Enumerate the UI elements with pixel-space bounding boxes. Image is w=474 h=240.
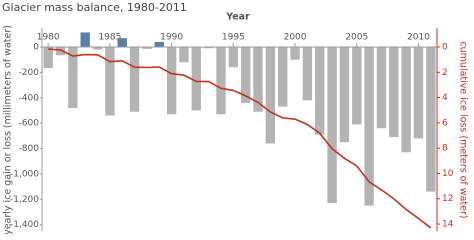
bar — [179, 47, 189, 63]
bar — [216, 47, 226, 115]
y-tick-label: -400 — [19, 93, 40, 103]
bar — [265, 47, 276, 144]
bar — [142, 47, 152, 49]
bar — [191, 47, 201, 111]
bar — [55, 47, 66, 56]
bar — [154, 41, 164, 48]
bar — [352, 47, 362, 125]
bar — [426, 47, 436, 192]
bar — [339, 47, 350, 143]
bar — [290, 47, 300, 60]
y2-tick-label: 14 — [442, 220, 454, 230]
bar — [413, 47, 424, 139]
y2-tick-label: 2 — [442, 68, 448, 78]
y-axis-label: yearly ice gain or loss (millimeters of … — [3, 25, 14, 235]
y2-tick-label: 10 — [442, 169, 454, 179]
y-tick-label: -1,000 — [10, 169, 39, 179]
y2-tick-label: 12 — [442, 194, 453, 204]
x-tick-label: 1985 — [98, 33, 121, 43]
bar — [278, 47, 288, 107]
x-tick-label: 1990 — [160, 33, 183, 43]
y2-tick-label: 6 — [442, 118, 448, 128]
bar — [80, 32, 90, 48]
bar — [68, 47, 78, 108]
x-tick-label: 1995 — [222, 33, 245, 43]
y-tick-label: 0 — [33, 43, 39, 53]
x-tick-label: 2005 — [345, 33, 368, 43]
x-tick-label: 1980 — [37, 33, 60, 43]
bar — [253, 47, 263, 112]
bar — [105, 47, 115, 116]
bar — [166, 47, 177, 115]
chart-title: Glacier mass balance, 1980-2011 — [2, 1, 187, 14]
bar — [228, 47, 239, 68]
bar — [376, 47, 387, 129]
y-tick-label: -1,200 — [10, 195, 39, 205]
y2-axis-label: cumulative ice loss (meters of water) — [458, 41, 469, 218]
bar — [389, 47, 399, 138]
line — [48, 48, 432, 229]
x-axis-label: Year — [225, 12, 250, 23]
y2-tick-label: 0 — [442, 42, 448, 52]
y-tick-label: -1,400 — [10, 220, 39, 230]
y2-tick-label: 4 — [442, 93, 448, 103]
y-tick-label: -200 — [19, 68, 40, 78]
y-tick-label: -800 — [19, 144, 40, 154]
bar — [203, 47, 214, 49]
bar — [401, 47, 411, 153]
bar — [117, 38, 127, 48]
bar — [302, 47, 313, 101]
x-tick-label: 2010 — [407, 33, 430, 43]
bar — [43, 47, 53, 68]
bar — [327, 47, 337, 204]
bar — [129, 47, 140, 112]
y-tick-label: -600 — [19, 119, 40, 129]
bar — [240, 47, 251, 103]
x-tick-label: 2000 — [284, 33, 307, 43]
y2-tick-label: 8 — [442, 144, 448, 154]
bar — [92, 47, 103, 50]
bar — [315, 47, 325, 135]
bar — [364, 47, 374, 206]
